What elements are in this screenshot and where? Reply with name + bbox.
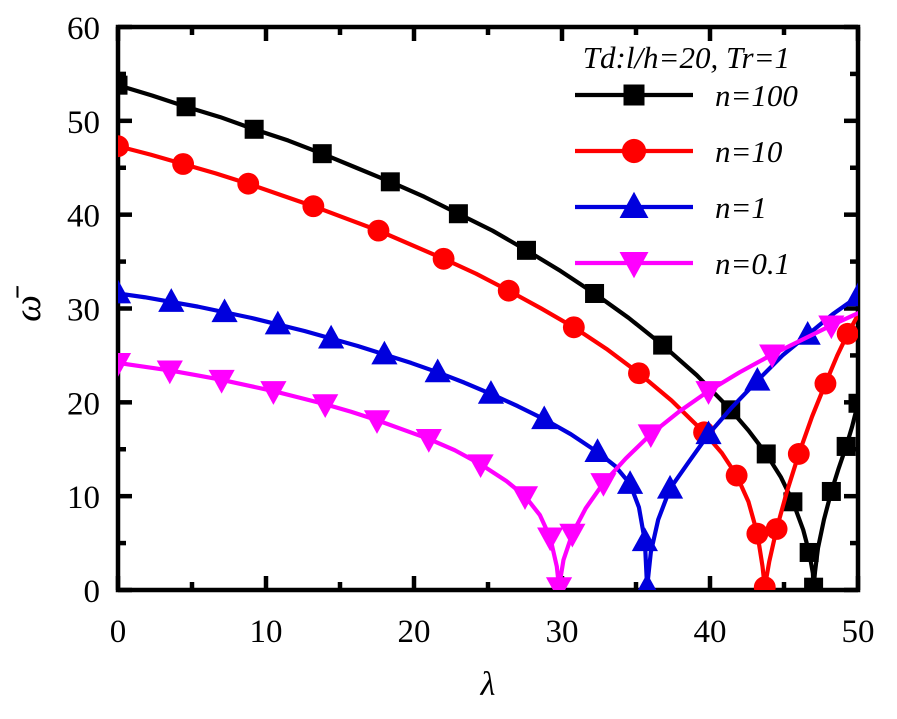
series-marker [695,381,722,405]
series-marker [511,486,539,510]
series-marker [637,573,657,590]
series-marker [363,410,391,434]
series-marker [821,481,841,501]
series-marker [415,429,442,453]
series-marker [725,464,748,487]
series-marker [211,298,238,323]
series-marker [156,360,183,385]
x-tick-label: 10 [250,614,283,650]
y-tick-label: 50 [67,105,100,141]
series-marker [637,424,664,449]
y-tick-label: 0 [84,574,101,610]
x-tick-label: 0 [110,614,127,650]
legend-marker-1 [621,138,647,164]
series-marker [759,344,786,369]
series-marker [477,380,505,404]
series-marker [371,340,398,365]
series-marker [118,75,128,95]
y-tick-label: 30 [67,293,100,329]
y-tick-label: 60 [67,11,100,47]
series-line [118,311,858,590]
legend-marker-2 [619,191,649,218]
series-marker [836,322,858,345]
series-marker [432,247,455,270]
series-marker [172,153,195,175]
series-marker [590,473,617,497]
x-tick-label: 50 [842,614,875,650]
series-marker [844,282,858,307]
series-marker [559,523,586,548]
x-tick-label: 40 [694,614,727,650]
x-tick-label: 30 [546,614,579,650]
y-tick-label: 20 [67,386,100,422]
series-marker [302,195,325,218]
series-marker [424,358,451,383]
series-marker [695,420,722,445]
series-marker [545,577,573,590]
series-n-100 [118,75,858,590]
x-tick-label: 20 [398,614,431,650]
series-marker [631,527,658,552]
legend-annotation: Td:l/h=20, Tr=1 [583,40,790,75]
series-marker [312,144,332,164]
series-marker [787,443,810,465]
series-marker [537,527,564,552]
series-marker [264,310,291,335]
series-marker [628,362,650,385]
series-n-0-1 [118,311,858,590]
y-tick-label: 40 [67,199,100,235]
x-axis-label: λ [480,666,496,703]
series-marker [176,97,196,117]
series-marker [653,335,673,355]
legend-label-1: n=10 [715,134,783,169]
y-axis-label: ω̄ [7,285,49,322]
series-marker [158,288,185,312]
series-marker [756,444,776,464]
series-marker [118,353,132,377]
series-marker [656,474,684,499]
series-n-10 [118,135,858,590]
series-marker [848,393,858,413]
series-marker [318,324,345,349]
legend-label-3: n=0.1 [715,246,790,281]
series-marker [814,372,837,395]
series-marker [118,279,132,304]
series-marker [448,204,468,224]
series-marker [118,135,129,158]
series-marker [237,172,260,195]
series-marker [783,492,803,512]
series-marker [818,315,845,340]
series-marker [516,240,536,260]
series-marker [531,405,558,430]
legend-marker-0 [623,84,645,106]
series-marker [244,119,264,139]
legend-label-2: n=1 [715,190,767,225]
series-marker [367,219,390,242]
series-marker [765,518,788,540]
series-marker [804,577,824,590]
series-marker [585,283,605,303]
series-marker [616,470,644,494]
series-marker [744,366,771,391]
series-marker [799,542,819,562]
series-marker [208,369,235,394]
y-tick-label: 10 [67,480,100,516]
series-line [118,144,858,590]
legend-marker-3 [619,252,649,279]
series-marker [836,436,856,456]
series-marker [497,279,520,302]
series-marker [562,316,585,339]
series-marker [584,438,611,462]
series-line [118,291,858,590]
series-marker [467,454,494,479]
series-marker [380,172,400,192]
series-line [118,83,858,590]
legend-label-0: n=100 [715,78,798,113]
series-marker [260,381,287,405]
series-marker [746,522,769,545]
series-marker [753,576,776,590]
series-marker [312,394,339,418]
